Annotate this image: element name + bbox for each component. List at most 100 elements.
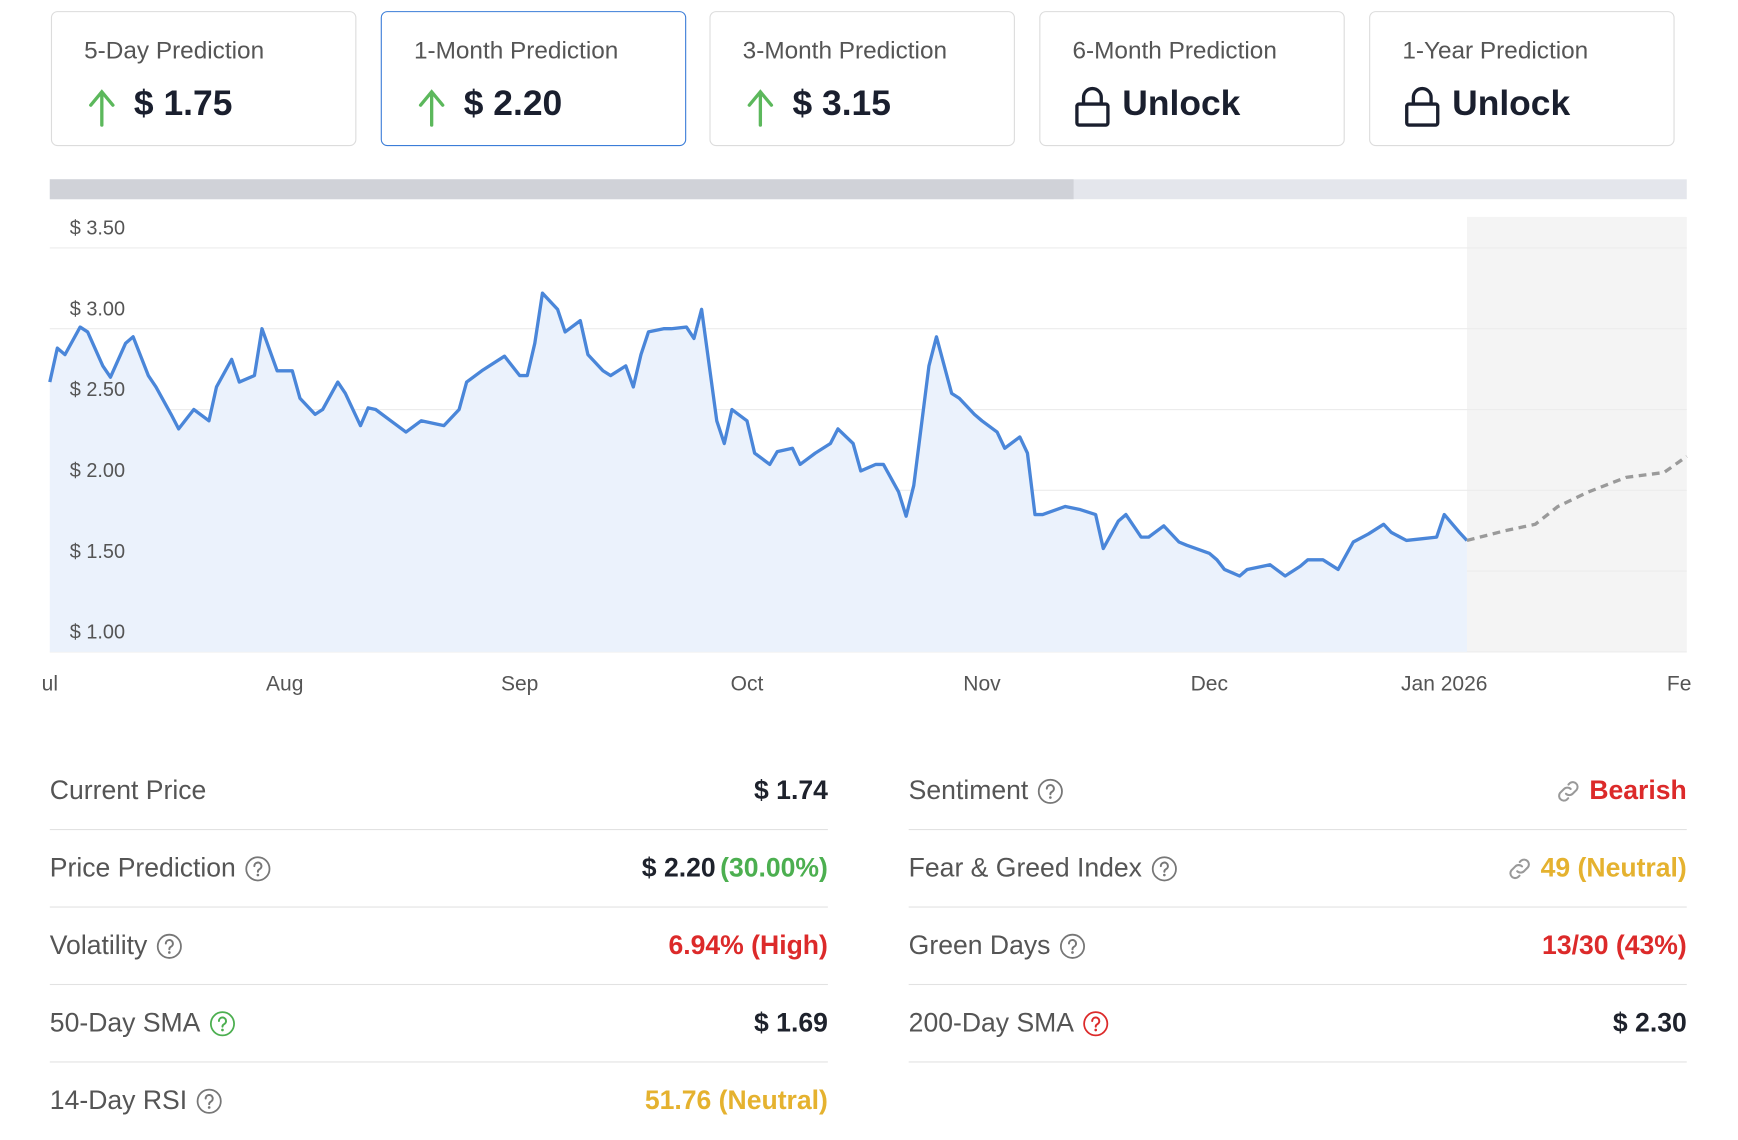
stat-value: 51.76 (Neutral) xyxy=(644,1085,828,1116)
card-label: 1-Year Prediction xyxy=(1402,36,1589,65)
stat-label: 14-Day RSI xyxy=(49,1085,188,1116)
x-tick-label: Dec xyxy=(1191,673,1228,696)
help-icon[interactable] xyxy=(1037,778,1064,805)
help-icon[interactable] xyxy=(245,855,272,882)
help-mark xyxy=(1068,938,1078,950)
help-dot xyxy=(207,1106,211,1109)
y-tick-label: $ 3.00 xyxy=(70,298,125,320)
stat-value-wrap: $ 1.74 xyxy=(754,775,828,806)
help-dot xyxy=(168,950,171,954)
navigator[interactable] xyxy=(49,179,1687,200)
stat-label: 50-Day SMA xyxy=(49,1007,201,1038)
link-shape xyxy=(1558,780,1579,802)
help-icon[interactable] xyxy=(196,1088,223,1115)
stat-value: $ 2.20 xyxy=(641,852,716,883)
navigator-thumb[interactable] xyxy=(49,179,1074,200)
stat-row: Fear & Greed Index 49 (Neutral) xyxy=(908,830,1687,908)
help-dot xyxy=(256,873,260,876)
help-circle xyxy=(196,1088,222,1114)
help-mark xyxy=(253,861,263,873)
stat-label-wrap: Volatility xyxy=(50,930,183,961)
stat-row: 200-Day SMA $ 2.30 xyxy=(908,985,1687,1063)
y-tick-label: $ 2.00 xyxy=(70,460,125,482)
stat-value-wrap: 51.76 (Neutral) xyxy=(645,1086,828,1117)
lock-body xyxy=(1405,102,1440,127)
y-tick-label: $ 1.00 xyxy=(70,622,125,644)
prediction-card[interactable]: 3-Month Prediction $ 3.15 xyxy=(709,11,1015,147)
y-tick-label: $ 1.50 xyxy=(70,541,125,563)
stat-value: $ 1.74 xyxy=(754,775,828,806)
arrow xyxy=(747,89,774,127)
forecast-region xyxy=(1466,216,1687,652)
stat-label-wrap: Fear & Greed Index xyxy=(909,853,1178,884)
card-value: $ 3.15 xyxy=(792,83,891,123)
help-icon[interactable] xyxy=(1083,1010,1110,1037)
stat-label-wrap: Price Prediction xyxy=(50,853,271,884)
stat-label: Volatility xyxy=(49,930,148,961)
stat-row: Price Prediction $ 2.20 (30.00%) xyxy=(49,830,828,908)
lock-icon xyxy=(1405,86,1440,127)
stats-right: Sentiment Bearish Fear & Greed Index 49 (Ne… xyxy=(908,753,1687,1063)
stat-value-wrap: 13/30 (43%) xyxy=(1542,930,1687,961)
prediction-card[interactable]: 1-Month Prediction $ 2.20 xyxy=(380,11,687,147)
stat-value-wrap: $ 2.30 xyxy=(1613,1008,1687,1039)
help-mark xyxy=(1091,1015,1101,1028)
stat-value: $ 1.69 xyxy=(754,1007,828,1038)
stat-label: Price Prediction xyxy=(49,852,236,883)
stat-label: Green Days xyxy=(908,930,1051,961)
stat-row: 50-Day SMA $ 1.69 xyxy=(49,985,828,1063)
link-icon xyxy=(1558,780,1579,802)
card-value: Unlock xyxy=(1122,83,1241,123)
stat-value: $ 2.30 xyxy=(1612,1007,1687,1038)
prediction-card[interactable]: 6-Month Prediction Unlock xyxy=(1039,11,1345,147)
stat-label-wrap: 50-Day SMA xyxy=(50,1008,236,1039)
help-icon[interactable] xyxy=(156,932,183,959)
help-dot xyxy=(1049,795,1052,799)
help-icon[interactable] xyxy=(209,1010,236,1037)
arrow xyxy=(418,89,445,127)
prediction-card[interactable]: 5-Day Prediction $ 1.75 xyxy=(50,11,357,147)
stat-label-wrap: Green Days xyxy=(909,930,1086,961)
card-label: 5-Day Prediction xyxy=(84,36,265,65)
stat-value: Bearish xyxy=(1589,775,1687,806)
prediction-card[interactable]: 1-Year Prediction Unlock xyxy=(1369,11,1675,147)
help-mark xyxy=(217,1015,228,1028)
stat-row: Current Price $ 1.74 xyxy=(49,753,828,831)
stat-row: Volatility 6.94% (High) xyxy=(49,908,828,986)
up-arrow-icon xyxy=(418,89,445,127)
stat-change: (30.00%) xyxy=(720,852,828,883)
stat-value-wrap: Bearish xyxy=(1554,775,1687,806)
stat-row: 14-Day RSI 51.76 (Neutral) xyxy=(50,1063,828,1140)
help-mark xyxy=(1045,783,1055,795)
x-tick-label: Sep xyxy=(501,673,538,696)
stat-label: 200-Day SMA xyxy=(908,1007,1075,1038)
y-tick-label: $ 2.50 xyxy=(70,379,125,401)
stat-label: Sentiment xyxy=(908,775,1029,806)
help-dot xyxy=(1094,1028,1098,1031)
x-tick-label: Oct xyxy=(731,673,764,696)
help-mark xyxy=(164,938,174,950)
link-icon xyxy=(1509,858,1530,879)
stat-value: 49 (Neutral) xyxy=(1540,852,1687,883)
help-icon[interactable] xyxy=(1059,932,1086,959)
help-circle xyxy=(210,1010,236,1036)
help-circle xyxy=(156,933,182,959)
y-tick-label: $ 3.50 xyxy=(70,218,125,240)
stat-label-wrap: 200-Day SMA xyxy=(909,1008,1110,1039)
x-tick-label: Jan 2026 xyxy=(1401,673,1487,696)
lock-shackle xyxy=(1081,86,1103,105)
x-tick-label: Nov xyxy=(963,673,1001,696)
card-label: 6-Month Prediction xyxy=(1072,36,1277,65)
lock-shackle xyxy=(1411,86,1433,105)
stat-label-wrap: 14-Day RSI xyxy=(50,1086,223,1117)
help-icon[interactable] xyxy=(1151,855,1178,882)
stat-value: 6.94% (High) xyxy=(668,930,828,961)
x-tick-label: ul xyxy=(42,673,58,696)
card-label: 1-Month Prediction xyxy=(413,36,619,65)
price-area xyxy=(49,293,1467,652)
stat-value-wrap: 6.94% (High) xyxy=(668,930,827,961)
help-circle xyxy=(1083,1010,1109,1036)
stat-label: Fear & Greed Index xyxy=(908,852,1142,883)
